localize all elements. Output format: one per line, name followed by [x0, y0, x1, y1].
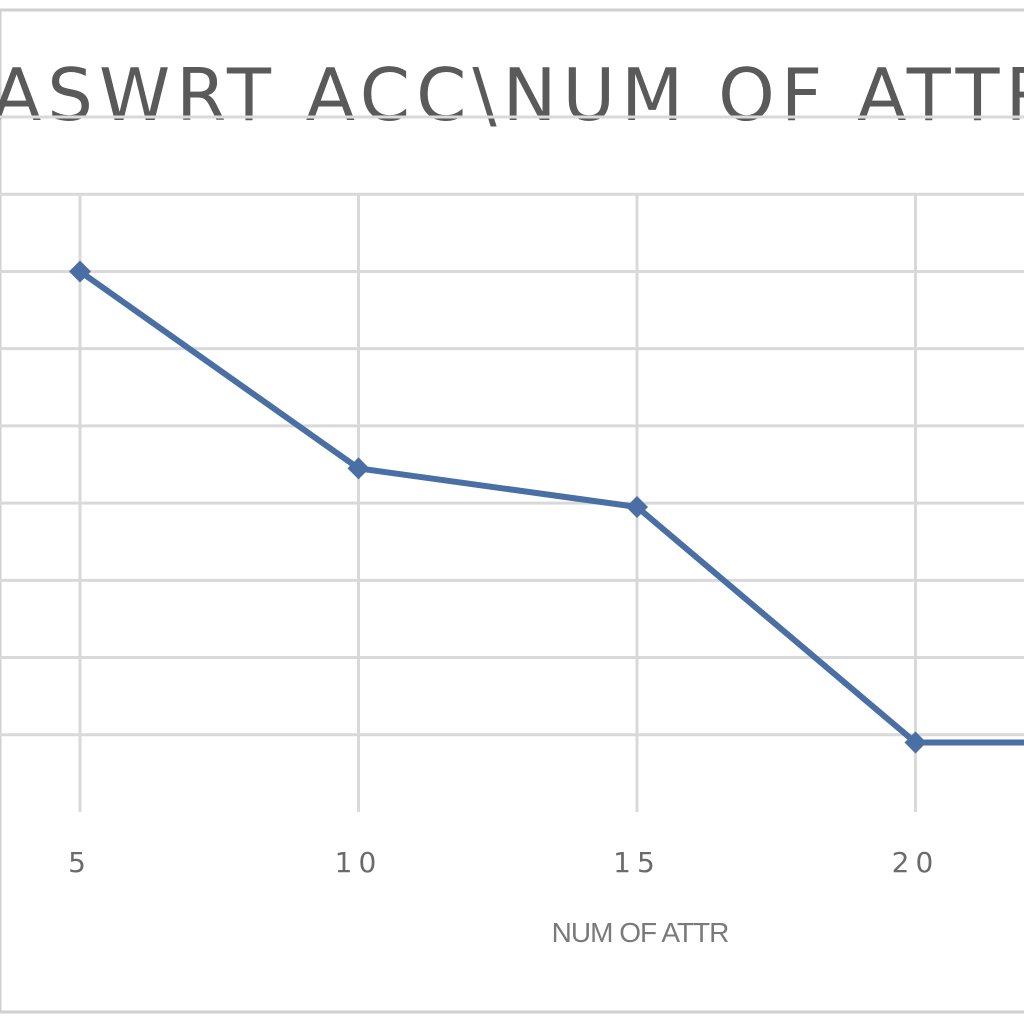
chart-border: [0, 8, 1024, 1014]
x-tick-label: 15: [613, 846, 661, 879]
data-point: [69, 260, 91, 283]
x-tick-label: 5: [68, 846, 92, 879]
data-point: [347, 457, 370, 480]
x-axis-label: NUM OF ATTR: [552, 917, 729, 948]
x-tick-label: 10: [335, 846, 383, 879]
chart-title: ASWRT ACC\NUM OF ATTR: [0, 53, 1024, 137]
series-layer: [69, 260, 1024, 754]
x-tick-labels: 510152025: [68, 846, 940, 879]
x-tick-label: 20: [892, 846, 940, 879]
horizontal-gridlines: [0, 115, 1024, 737]
data-point: [626, 495, 648, 518]
data-point: [904, 731, 927, 754]
